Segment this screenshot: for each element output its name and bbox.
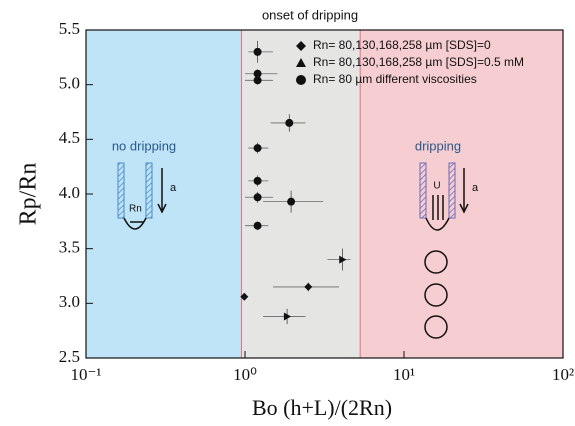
legend-label: Rn= 80,130,168,258 µm [SDS]=0.5 mM [313,55,524,69]
region-label: dripping [415,138,461,153]
legend-label: Rn= 80,130,168,258 µm [SDS]=0 [313,38,491,52]
marker [296,41,306,51]
x-tick-label: 10² [552,365,574,384]
sketch-dripping [419,162,469,339]
legend: Rn= 80,130,168,258 µm [SDS]=0 Rn= 80,130,… [296,38,524,86]
region [86,30,242,358]
y-tick-label: 3.5 [59,238,80,257]
marker [253,221,262,230]
plot [240,40,351,325]
regions [86,30,563,358]
annotation: U [433,181,440,192]
annotation: a [170,182,177,194]
annotation: a [472,182,479,194]
y-tick-label: 3.0 [59,292,80,311]
marker [253,176,262,185]
marker [253,69,262,78]
y-tick-label: 5.0 [59,74,80,93]
x-tick-label: 10⁻¹ [70,365,101,384]
marker [285,118,294,127]
marker [253,144,262,153]
marker [287,197,296,206]
marker [296,58,306,67]
y-axis-label: Rp/Rn [16,163,42,226]
marker [283,312,292,321]
marker [296,75,306,85]
region [360,30,563,358]
marker [339,255,347,264]
marker [253,47,262,56]
marker [253,193,262,202]
marker [240,292,249,301]
y-tick-label: 2.5 [59,347,80,366]
y-tick-label: 4.5 [59,128,80,147]
marker [253,76,262,85]
y-tick-label: 4.0 [59,183,80,202]
sketch-no-dripping [117,162,167,230]
marker [304,282,313,291]
y-tick-label: 5.5 [59,19,80,38]
region-label: no dripping [112,138,176,153]
x-tick-label: 10⁰ [233,365,257,384]
annotation: Rn [129,204,142,215]
x-axis-label: Bo (h+L)/(2Rn) [252,395,392,420]
legend-label: Rn= 80 µm different viscosities [313,72,477,86]
chart-title: onset of dripping [262,7,358,22]
x-tick-label: 10¹ [393,365,415,384]
